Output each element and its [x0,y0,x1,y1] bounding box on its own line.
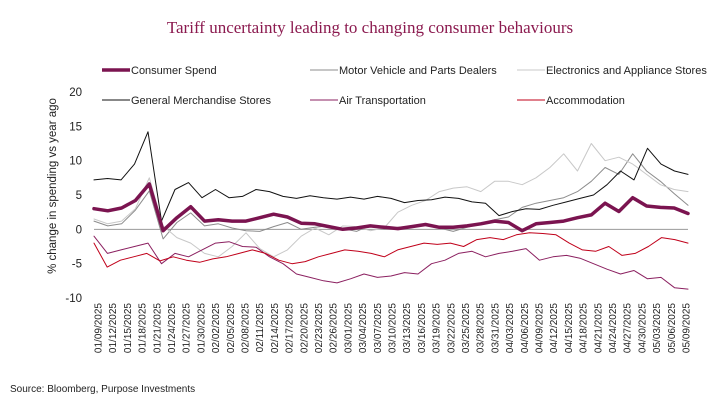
legend-label-air-transportation: Air Transportation [339,95,426,107]
y-axis: 20 15 10 5 0 -5 -10 [65,87,688,305]
legend-label-accommodation: Accommodation [546,95,625,107]
x-tick-label: 04/21/2025 [593,303,604,353]
y-axis-label: % change in spending vs year ago [47,98,59,274]
series-line-accommodation [93,232,689,268]
series-line-motor-vehicle-and-parts-dealers [93,153,689,240]
x-tick-label: 02/14/2025 [270,303,281,353]
legend: Consumer Spend Motor Vehicle and Parts De… [102,65,707,107]
x-tick-label: 01/12/2025 [108,303,119,353]
chart-title: Tariff uncertainty leading to changing c… [167,18,573,37]
x-tick-label: 04/12/2025 [549,303,560,353]
x-tick-label: 02/05/2025 [226,303,237,353]
x-tick-label: 02/23/2025 [314,303,325,353]
x-tick-label: 04/09/2025 [535,303,546,353]
x-tick-label: 02/20/2025 [299,303,310,353]
x-tick-label: 04/30/2025 [637,303,648,353]
x-tick-label: 02/26/2025 [329,303,340,353]
x-tick-label: 03/19/2025 [432,303,443,353]
x-tick-label: 01/24/2025 [167,303,178,353]
x-tick-label: 04/27/2025 [623,303,634,353]
legend-label-consumer-spend: Consumer Spend [131,65,217,77]
x-tick-label: 01/21/2025 [152,303,163,353]
legend-label-motor-vehicle-and-parts-dealers: Motor Vehicle and Parts Dealers [339,65,497,77]
x-tick-label: 04/06/2025 [520,303,531,353]
series-line-consumer-spend [92,182,690,233]
x-tick-label: 01/27/2025 [182,303,193,353]
series-group [92,131,690,290]
x-tick-label: 03/04/2025 [358,303,369,353]
x-tick-label: 03/25/2025 [461,303,472,353]
x-tick-label: 01/30/2025 [196,303,207,353]
x-tick-label: 02/08/2025 [241,303,252,353]
series-line-air-transportation [93,235,689,290]
x-tick-label: 01/09/2025 [94,303,105,353]
y-tick-label: -5 [72,259,82,271]
x-tick-label: 01/18/2025 [138,303,149,353]
x-tick-label: 05/09/2025 [682,303,693,353]
x-tick-label: 04/03/2025 [505,303,516,353]
y-tick-label: 20 [69,87,82,99]
series-line-electronics-and-appliance-stores [93,143,689,258]
source-note: Source: Bloomberg, Purpose Investments [10,384,195,395]
y-tick-label: 0 [76,224,82,236]
legend-label-electronics-and-appliance-stores: Electronics and Appliance Stores [546,65,707,77]
x-tick-label: 02/11/2025 [255,303,266,353]
series-line-general-merchandise-stores [93,131,689,222]
x-tick-label: 01/15/2025 [123,303,134,353]
x-tick-label: 04/15/2025 [564,303,575,353]
x-tick-label: 03/16/2025 [417,303,428,353]
x-tick-label: 03/01/2025 [343,303,354,353]
y-tick-label: -10 [65,293,82,305]
y-tick-label: 15 [69,121,82,133]
legend-label-general-merchandise-stores: General Merchandise Stores [131,95,272,107]
x-tick-label: 03/10/2025 [388,303,399,353]
x-axis: 01/09/2025 01/12/2025 01/15/2025 01/18/2025… [94,303,693,353]
x-tick-label: 04/18/2025 [579,303,590,353]
y-tick-label: 10 [69,156,82,168]
x-tick-label: 03/13/2025 [402,303,413,353]
x-tick-label: 03/28/2025 [476,303,487,353]
x-tick-label: 05/06/2025 [667,303,678,353]
x-tick-label: 02/17/2025 [285,303,296,353]
y-tick-label: 5 [76,190,82,202]
x-tick-label: 02/02/2025 [211,303,222,353]
x-tick-label: 03/07/2025 [373,303,384,353]
x-tick-label: 04/24/2025 [608,303,619,353]
x-tick-label: 03/22/2025 [446,303,457,353]
x-tick-label: 05/03/2025 [652,303,663,353]
x-tick-label: 03/31/2025 [490,303,501,353]
